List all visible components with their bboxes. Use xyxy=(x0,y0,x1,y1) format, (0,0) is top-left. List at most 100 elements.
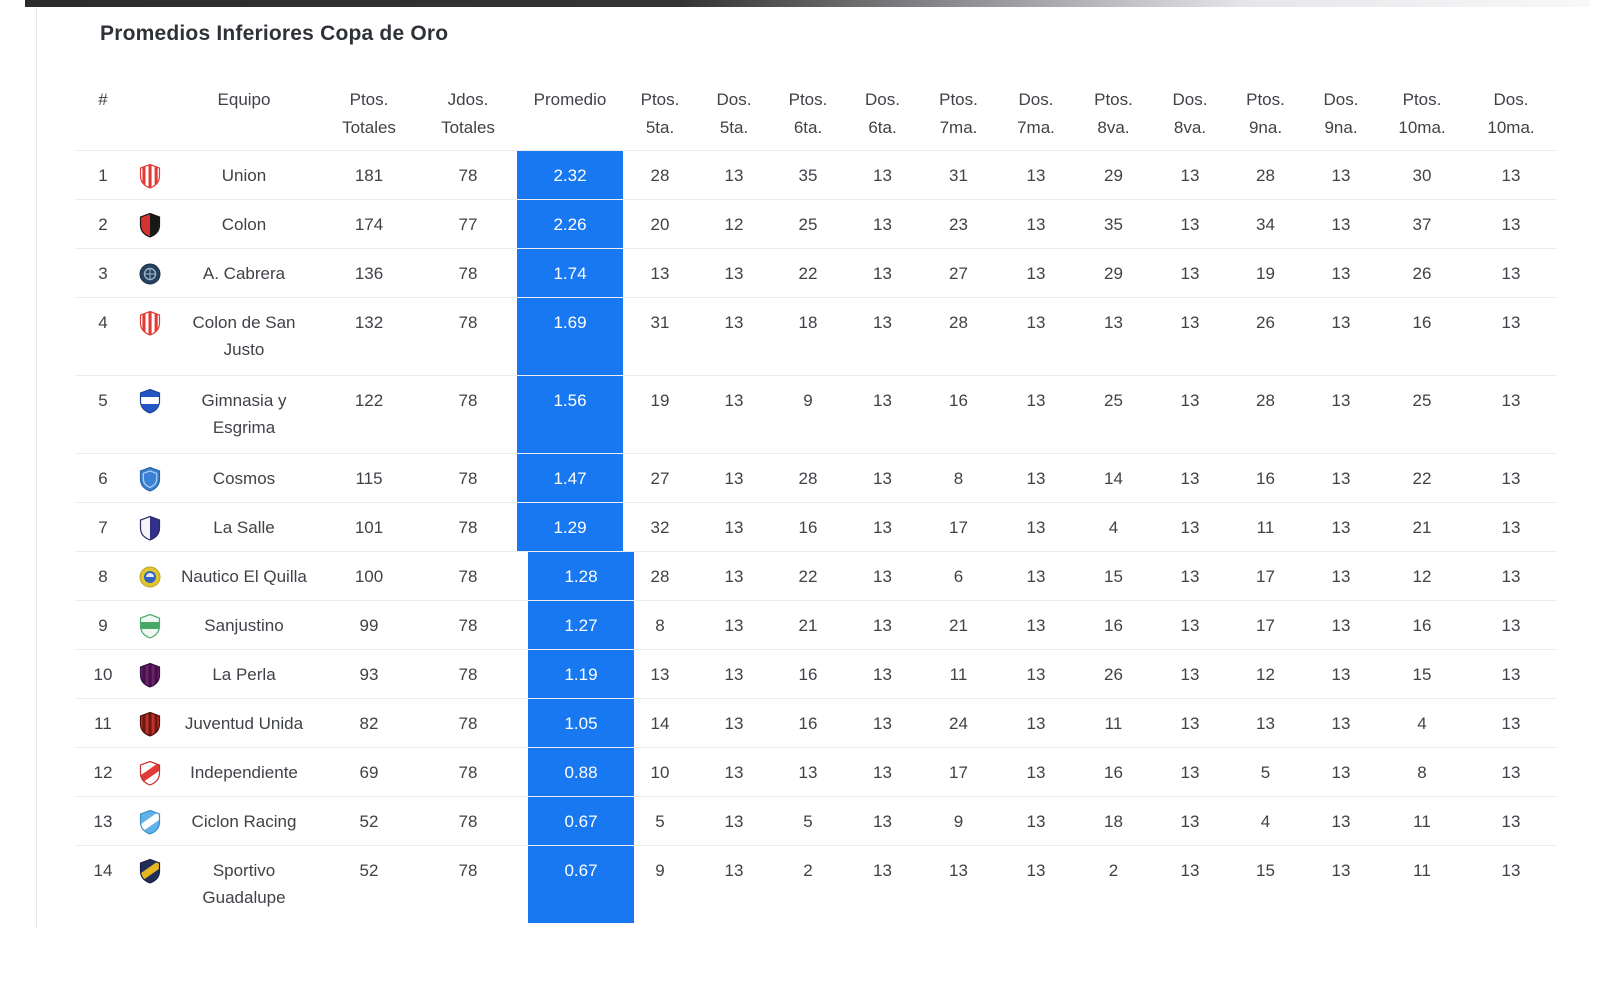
stat-cell: 2 xyxy=(803,860,813,880)
stat-cell: 22 xyxy=(798,566,818,586)
stat-cell: 12 xyxy=(1256,664,1275,684)
table-row: 11 Juventud Unida 82 78 1.05 14 13 16 13 24 13 11 13… xyxy=(75,698,1557,747)
promedio-cell: 0.88 xyxy=(517,747,634,796)
stat-cell: 15 xyxy=(1104,566,1123,586)
cosmos-crest-icon xyxy=(131,453,169,502)
stat-cell: 13 xyxy=(1026,165,1046,185)
stat-cell: 26 xyxy=(1256,312,1275,332)
table-row: 4 Colon de San Justo 132 78 1.69 31 13 18 13 28 13… xyxy=(75,297,1557,375)
table-row: 14 Sportivo Guadalupe 52 78 0.67 9 13 2 13 13 13 2 1… xyxy=(75,845,1557,923)
table-row: 10 La Perla 93 78 1.19 13 13 16 13 11 13 26 13 12 13 15… xyxy=(75,649,1557,698)
union-crest-icon xyxy=(131,150,169,199)
stat-cell: 13 xyxy=(650,263,670,283)
promedio-cell: 1.29 xyxy=(517,502,623,551)
column-header-ptos-totales: Ptos. Totales xyxy=(342,90,396,137)
stat-cell: 13 xyxy=(724,713,744,733)
stat-cell: 27 xyxy=(650,468,670,488)
jdos-totales-cell: 78 xyxy=(458,860,478,880)
stat-cell: 13 xyxy=(1026,615,1046,635)
stat-cell: 13 xyxy=(1331,214,1351,234)
promedio-cell: 0.67 xyxy=(517,796,634,845)
stat-cell: 22 xyxy=(798,263,818,283)
stat-cell: 13 xyxy=(949,860,968,880)
stat-cell: 9 xyxy=(803,390,813,410)
table-row: 3 A. Cabrera 136 78 1.74 13 13 22 13 27 13 29 13 19 13… xyxy=(75,248,1557,297)
header-row: # Equipo Ptos. Totales Jdos. Totales Promedio P… xyxy=(75,72,1557,150)
gimnasia-crest-icon xyxy=(131,375,169,453)
a-cabrera-crest-icon xyxy=(131,248,169,297)
stat-cell: 18 xyxy=(1104,811,1123,831)
promedio-value: 1.05 xyxy=(528,698,634,747)
stat-cell: 16 xyxy=(798,713,818,733)
stat-cell: 13 xyxy=(873,713,892,733)
sportivo-guadalupe-crest-icon xyxy=(131,845,169,923)
team-name-cell: Union xyxy=(221,165,267,185)
stat-cell: 15 xyxy=(1256,860,1275,880)
stat-cell: 20 xyxy=(650,214,670,234)
rank-cell: 10 xyxy=(93,664,113,684)
stat-cell: 13 xyxy=(1026,468,1046,488)
stat-cell: 22 xyxy=(1412,468,1432,488)
stat-cell: 13 xyxy=(1331,713,1351,733)
stat-cell: 13 xyxy=(873,390,892,410)
stat-cell: 13 xyxy=(1026,263,1046,283)
column-header-rank: # xyxy=(98,90,108,109)
rank-cell: 5 xyxy=(98,390,108,410)
table-row: 7 La Salle 101 78 1.29 32 13 16 13 17 13 4 13 11 13 21 1… xyxy=(75,502,1557,551)
stat-cell: 23 xyxy=(949,214,968,234)
ptos-totales-cell: 69 xyxy=(359,762,379,782)
promedio-cell: 1.69 xyxy=(517,297,623,375)
promedio-value: 1.47 xyxy=(517,453,623,502)
stat-cell: 18 xyxy=(798,312,818,332)
stat-cell: 13 xyxy=(1026,566,1046,586)
stat-cell: 17 xyxy=(949,762,968,782)
stat-cell: 31 xyxy=(949,165,968,185)
stat-cell: 35 xyxy=(798,165,818,185)
stat-cell: 13 xyxy=(1501,664,1521,684)
stat-cell: 13 xyxy=(1180,214,1200,234)
ptos-totales-cell: 181 xyxy=(354,165,384,185)
stat-cell: 19 xyxy=(1256,263,1275,283)
juventud-unida-crest-icon xyxy=(131,698,169,747)
promedio-value: 0.88 xyxy=(528,747,634,796)
ptos-totales-cell: 52 xyxy=(359,860,379,880)
team-name-cell: Sportivo Guadalupe xyxy=(202,860,286,907)
jdos-totales-cell: 78 xyxy=(458,517,478,537)
team-name-cell: Sanjustino xyxy=(204,615,284,635)
table-row: 1 Union 181 78 2.32 28 13 35 13 31 13 29 13 28 13 30 13 xyxy=(75,150,1557,199)
la-salle-crest-icon xyxy=(131,502,169,551)
stat-cell: 4 xyxy=(1108,517,1119,537)
stat-cell: 13 xyxy=(1331,263,1351,283)
la-perla-crest-icon xyxy=(131,649,169,698)
rank-cell: 14 xyxy=(93,860,113,880)
colon-san-justo-crest-icon xyxy=(131,297,169,375)
stat-cell: 16 xyxy=(949,390,968,410)
stat-cell: 17 xyxy=(1256,566,1275,586)
table-row: 12 Independiente 69 78 0.88 10 13 13 13 17 13 16 13 5… xyxy=(75,747,1557,796)
stat-cell: 28 xyxy=(949,312,968,332)
stat-cell: 13 xyxy=(1331,664,1351,684)
stat-cell: 13 xyxy=(724,517,744,537)
independiente-crest-icon xyxy=(131,747,169,796)
table-row: 13 Ciclon Racing 52 78 0.67 5 13 5 13 9 13 18 13 4 13 1… xyxy=(75,796,1557,845)
promedio-cell: 0.67 xyxy=(517,845,634,923)
promedio-value: 1.27 xyxy=(528,600,634,649)
stat-cell: 13 xyxy=(1501,811,1521,831)
stat-cell: 32 xyxy=(650,517,670,537)
stat-cell: 11 xyxy=(949,664,968,684)
team-name-cell: La Salle xyxy=(213,517,275,537)
stat-cell: 13 xyxy=(1180,762,1200,782)
stat-cell: 13 xyxy=(724,811,744,831)
promedio-cell: 1.47 xyxy=(517,453,623,502)
column-header-ptos-10ma: Ptos. 10ma. xyxy=(1398,90,1446,137)
promedio-value: 1.74 xyxy=(517,248,623,297)
ptos-totales-cell: 101 xyxy=(354,517,384,537)
stat-cell: 13 xyxy=(873,811,892,831)
team-name-cell: Cosmos xyxy=(212,468,276,488)
stat-cell: 13 xyxy=(1026,517,1046,537)
stat-cell: 26 xyxy=(1104,664,1123,684)
stat-cell: 25 xyxy=(798,214,818,234)
standings-page: Promedios Inferiores Copa de Oro # Equipo… xyxy=(75,22,1557,923)
stat-cell: 13 xyxy=(724,566,744,586)
stat-cell: 4 xyxy=(1417,713,1427,733)
